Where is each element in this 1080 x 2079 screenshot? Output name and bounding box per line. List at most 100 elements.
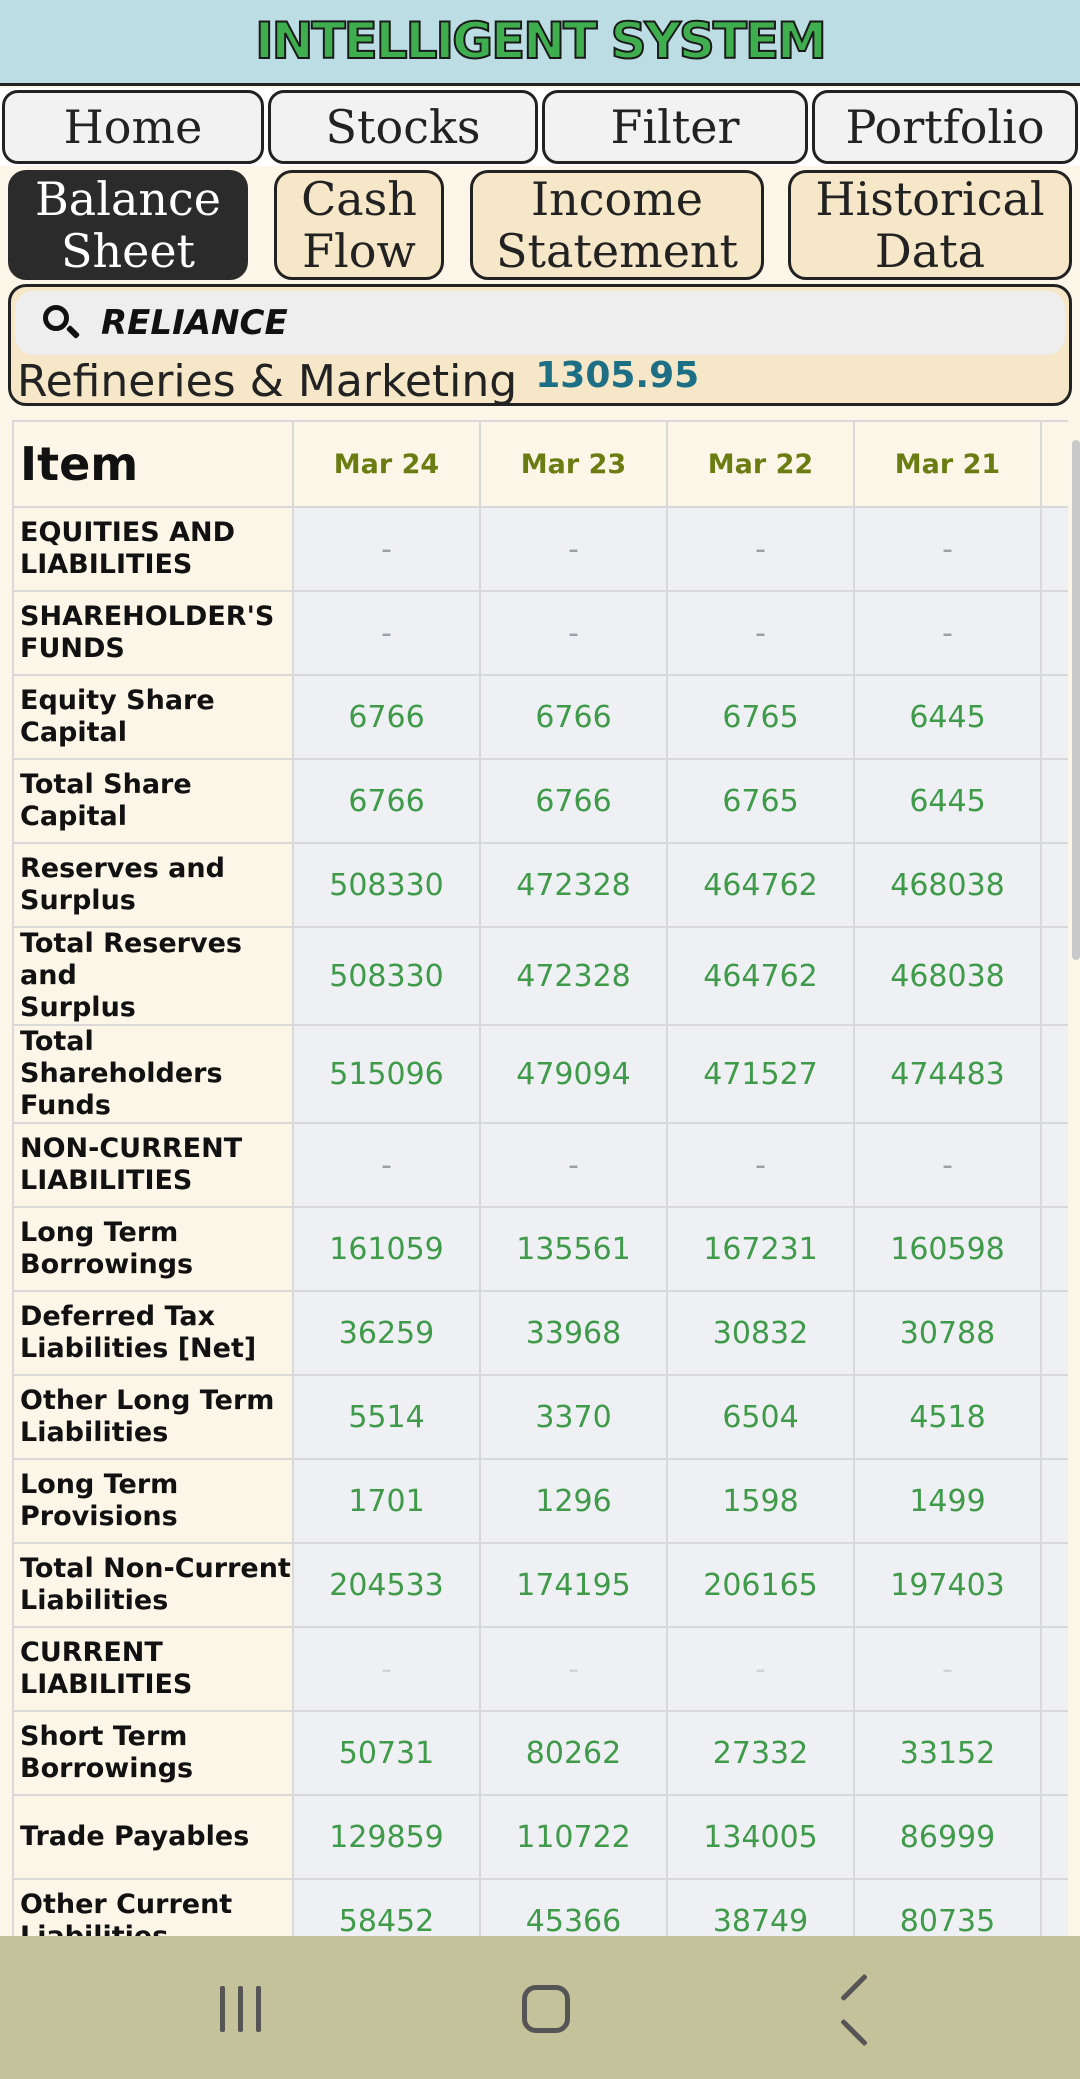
cell-value: 508330 [292, 842, 481, 928]
cell-value: 80735 [853, 1878, 1042, 1936]
tab-cash-flow[interactable]: Cash Flow [274, 170, 444, 280]
cell-value: 50731 [292, 1710, 481, 1796]
tab-balance-sheet-line2: Sheet [60, 224, 196, 278]
row-label-line2: Capital [20, 717, 127, 748]
table-row[interactable]: Total Shareholders Funds 515096 479094 47152… [12, 1024, 1068, 1124]
tab-balance-sheet[interactable]: Balance Sheet [8, 170, 248, 280]
tab-historical-data[interactable]: Historical Data [788, 170, 1072, 280]
stock-summary: Refineries & Marketing 1305.95 [17, 354, 700, 407]
cell-value: - [853, 590, 1042, 676]
cell-value: 474483 [853, 1024, 1042, 1124]
cell-value: 515096 [292, 1024, 481, 1124]
cell-value: 472328 [479, 842, 668, 928]
row-label-line1: Total Shareholders [20, 1026, 223, 1089]
row-label-line2: Liabilities [20, 1921, 292, 1936]
row-label-line1: NON-CURRENT [20, 1133, 243, 1164]
cell-value: - [853, 506, 1042, 592]
row-label-line1: Other Long Term [20, 1385, 275, 1416]
row-label: Total Reserves and Surplus [12, 926, 294, 1026]
table-row[interactable]: SHAREHOLDER'S FUNDS - - - - [12, 590, 1068, 676]
overflow-cell [1040, 1458, 1068, 1544]
row-label-line2: Liabilities [Net] [20, 1333, 257, 1364]
row-label-line1: EQUITIES AND [20, 517, 236, 548]
table-row[interactable]: Reserves and Surplus 508330 472328 464762 468… [12, 842, 1068, 928]
cell-value: 160598 [853, 1206, 1042, 1292]
stock-price: 1305.95 [535, 354, 700, 396]
table-row[interactable]: CURRENT LIABILITIES - - - - [12, 1626, 1068, 1712]
tab-stocks[interactable]: Stocks [268, 90, 538, 164]
row-label: Total Share Capital [12, 758, 294, 844]
table-row[interactable]: Total Share Capital 6766 6766 6765 6445 [12, 758, 1068, 844]
cell-value: 3370 [479, 1374, 668, 1460]
overflow-cell [1040, 1626, 1068, 1712]
table-row[interactable]: Deferred Tax Liabilities [Net] 36259 33968 3… [12, 1290, 1068, 1376]
row-label-line1: Total Reserves and [20, 928, 242, 991]
table-scrollbar[interactable] [1072, 440, 1080, 960]
app-title: INTELLIGENT SYSTEM [254, 11, 828, 71]
cell-value: 6766 [292, 674, 481, 760]
table-row[interactable]: Equity Share Capital 6766 6766 6765 6445 [12, 674, 1068, 760]
table-row[interactable]: Total Reserves and Surplus 508330 472328 464… [12, 926, 1068, 1026]
cell-value: 161059 [292, 1206, 481, 1292]
cell-value: - [479, 590, 668, 676]
cell-value: 464762 [666, 926, 855, 1026]
cell-value: 134005 [666, 1794, 855, 1880]
row-label-line1: Total Share Capital [20, 769, 192, 832]
row-label: Trade Payables [12, 1794, 294, 1880]
overflow-cell [1040, 590, 1068, 676]
cell-value: - [479, 1626, 668, 1712]
tab-income-statement[interactable]: Income Statement [470, 170, 764, 280]
year-column-header: Mar 24 [292, 420, 481, 508]
table-row[interactable]: Other CurrentLiabilities5845245366387498… [12, 1878, 1068, 1936]
row-label: Short Term Borrowings [12, 1710, 294, 1796]
cell-value: 129859 [292, 1794, 481, 1880]
row-label-line1: Trade Payables [20, 1821, 250, 1852]
recent-apps-icon[interactable] [220, 1986, 264, 2032]
row-label-line2: LIABILITIES [20, 549, 193, 580]
cell-value: 6765 [666, 758, 855, 844]
tab-income-statement-line2: Statement [495, 224, 739, 278]
row-label: Reserves and Surplus [12, 842, 294, 928]
balance-sheet-table[interactable]: Item Mar 24 Mar 23 Mar 22 Mar 21 EQUITIE… [12, 420, 1068, 1936]
table-row[interactable]: Long Term Provisions 1701 1296 1598 1499 [12, 1458, 1068, 1544]
tab-home[interactable]: Home [2, 90, 264, 164]
stock-info-panel: RELIANCE Refineries & Marketing 1305.95 [8, 284, 1072, 407]
cell-value: - [292, 506, 481, 592]
table-row[interactable]: Other Long Term Liabilities 5514 3370 6504 45… [12, 1374, 1068, 1460]
table-header-row: Item Mar 24 Mar 23 Mar 22 Mar 21 [12, 420, 1068, 508]
cell-value: 30832 [666, 1290, 855, 1376]
statement-tab-bar: Balance Sheet Cash Flow Income Statement… [0, 168, 1080, 284]
tab-portfolio[interactable]: Portfolio [812, 90, 1078, 164]
cell-value: - [666, 590, 855, 676]
cell-value: 197403 [853, 1542, 1042, 1628]
home-icon[interactable] [522, 1985, 570, 2033]
cell-value: 6766 [479, 758, 668, 844]
row-label-line2: Surplus [20, 992, 136, 1023]
cell-value: 86999 [853, 1794, 1042, 1880]
row-label-line1: Total Non-Current [20, 1553, 291, 1584]
cell-value: 45366 [479, 1878, 668, 1936]
table-row[interactable]: NON-CURRENT LIABILITIES - - - - [12, 1122, 1068, 1208]
row-label-line2: Liabilities [20, 1417, 169, 1448]
search-bar[interactable]: RELIANCE [15, 291, 1065, 355]
row-label-line2: Borrowings [20, 1753, 194, 1784]
tab-cash-flow-line2: Flow [302, 224, 416, 278]
row-label-line2: FUNDS [20, 633, 125, 664]
overflow-cell [1040, 1024, 1068, 1124]
search-input[interactable]: RELIANCE [101, 303, 288, 343]
table-row[interactable]: Long Term Borrowings 161059 135561 167231 160… [12, 1206, 1068, 1292]
cell-value: 464762 [666, 842, 855, 928]
table-row[interactable]: Short Term Borrowings 50731 80262 27332 33152 [12, 1710, 1068, 1796]
back-icon[interactable] [836, 1973, 876, 2047]
tab-filter[interactable]: Filter [542, 90, 808, 164]
table-row[interactable]: Total Non-Current Liabilities 204533 174195… [12, 1542, 1068, 1628]
cell-value: 206165 [666, 1542, 855, 1628]
cell-value: 1701 [292, 1458, 481, 1544]
overflow-cell [1040, 506, 1068, 592]
cell-value: 6765 [666, 674, 855, 760]
row-label-line1: Other Current [20, 1889, 233, 1920]
cell-value: 468038 [853, 842, 1042, 928]
table-row[interactable]: Trade Payables 129859 110722 134005 86999 [12, 1794, 1068, 1880]
table-row[interactable]: EQUITIES AND LIABILITIES - - - - [12, 506, 1068, 592]
